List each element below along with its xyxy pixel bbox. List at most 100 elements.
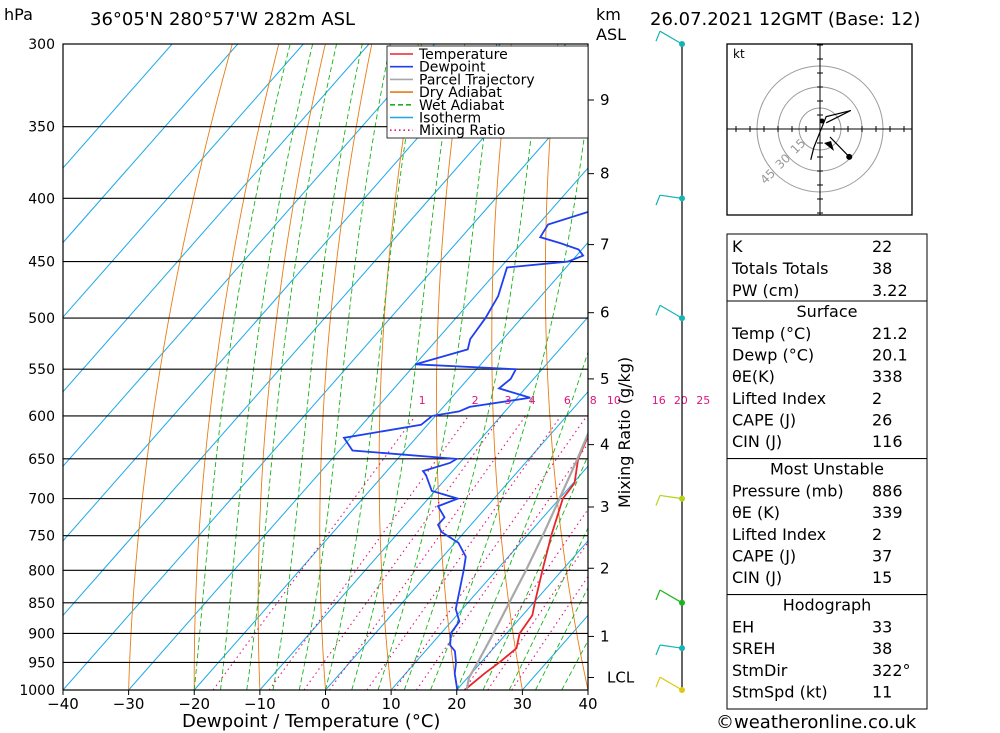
mixing-ratio-line xyxy=(511,575,588,690)
storm-motion-vector xyxy=(829,136,850,158)
isotherm-line xyxy=(259,316,588,690)
surface-row-label: Lifted Index xyxy=(732,389,826,408)
storm-arrowhead xyxy=(824,141,834,151)
wind-barb-shaft xyxy=(659,304,683,319)
mixing-ratio-label: 4 xyxy=(529,394,536,407)
pressure-tick-label: 450 xyxy=(28,255,55,271)
pressure-unit-label: hPa xyxy=(4,5,33,24)
pressure-tick-label: 900 xyxy=(28,626,55,642)
mixing-ratio-label: 20 xyxy=(674,394,688,407)
temperature-tick-label: 20 xyxy=(447,695,466,713)
date-title: 26.07.2021 12GMT (Base: 12) xyxy=(650,9,920,30)
height-tick-label: 5 xyxy=(600,370,610,388)
k-index-label: K xyxy=(732,237,743,256)
parcel-trajectory-line xyxy=(465,431,588,690)
x-axis-title: Dewpoint / Temperature (°C) xyxy=(182,711,440,732)
isotherm-line xyxy=(63,92,588,690)
surface-row-value: 26 xyxy=(872,410,892,429)
surface-title: Surface xyxy=(797,302,858,321)
surface-row-label: CAPE (J) xyxy=(732,410,796,429)
indices-box xyxy=(726,233,928,302)
height-tick-label: 4 xyxy=(600,436,610,454)
totals-totals-value: 38 xyxy=(872,259,892,278)
wind-barb-shaft xyxy=(659,494,683,500)
wet-adiabat-line xyxy=(508,527,588,690)
dry-adiabat-line xyxy=(193,44,280,690)
mixing-ratio-label: 6 xyxy=(564,394,571,407)
temperature-tick-label: −10 xyxy=(244,695,276,713)
wind-barb-flag xyxy=(655,589,661,601)
totals-totals-label: Totals Totals xyxy=(731,259,829,278)
wet-adiabat-line xyxy=(535,586,588,690)
isotherm-line xyxy=(63,44,239,244)
isobar-lines xyxy=(63,43,588,691)
legend-label: Wet Adiabat xyxy=(419,98,505,114)
dry-adiabat-line xyxy=(257,44,326,690)
hodograph-stats-row-label: SREH xyxy=(732,639,775,658)
pressure-tick-label: 600 xyxy=(28,409,55,425)
pressure-tick-label: 850 xyxy=(28,596,55,612)
isotherm-line xyxy=(63,44,173,169)
dry-adiabat-line xyxy=(928,26,1000,690)
dry-adiabat-line xyxy=(974,26,1000,690)
pressure-tick-label: 650 xyxy=(28,452,55,468)
axis-tick-labels: 3003504004505005506006507007508008509009… xyxy=(19,37,597,713)
surface-row-label: Temp (°C) xyxy=(731,324,811,343)
wind-barb-flag xyxy=(655,644,661,656)
dry-adiabat-line xyxy=(544,44,588,690)
temperature-tick-label: −30 xyxy=(113,695,145,713)
most-unstable-row-value: 886 xyxy=(872,482,903,501)
most-unstable-row-label: CIN (J) xyxy=(732,568,782,587)
wind-barb-shaft xyxy=(659,30,683,45)
temperature-line xyxy=(464,434,588,690)
legend-label: Isotherm xyxy=(419,111,481,127)
height-tick-label: 6 xyxy=(600,304,610,322)
dry-adiabat-line xyxy=(435,44,466,690)
height-tick-label: 9 xyxy=(600,91,610,109)
dry-adiabat-line xyxy=(648,26,720,690)
height-tick-label: 3 xyxy=(600,498,610,516)
wind-barb-flag xyxy=(655,30,661,42)
most-unstable-row-label: θE (K) xyxy=(732,503,780,522)
wet-adiabat-line xyxy=(298,44,391,690)
wind-barb-shaft xyxy=(659,644,683,649)
mixing-ratio-labels: 1 2 3 4 6 8 10 16 20 25 xyxy=(419,394,711,407)
surface-box xyxy=(726,300,928,460)
temperature-tick-label: 40 xyxy=(578,695,597,713)
wind-barb-flag xyxy=(655,495,661,506)
pressure-tick-label: 800 xyxy=(28,563,55,579)
wet-adiabat-line xyxy=(482,454,588,690)
dewpoint-line xyxy=(342,210,588,690)
wet-adiabat-line xyxy=(193,44,291,690)
wind-barb-flag xyxy=(655,676,661,688)
mixing-ratio-line xyxy=(212,415,416,690)
legend-box xyxy=(386,45,589,139)
wet-adiabat-line xyxy=(246,44,338,690)
height-tick-label: 2 xyxy=(600,559,610,577)
pressure-tick-label: 950 xyxy=(28,655,55,671)
most-unstable-row-value: 15 xyxy=(872,568,892,587)
wind-profile xyxy=(655,30,685,693)
surface-row-label: CIN (J) xyxy=(732,432,782,451)
isotherm-line xyxy=(128,167,588,690)
mixing-ratio-label: 3 xyxy=(504,394,511,407)
pressure-tick-label: 750 xyxy=(28,529,55,545)
dry-adiabat-line xyxy=(491,44,523,690)
most-unstable-row-value: 2 xyxy=(872,525,882,544)
surface-row-value: 338 xyxy=(872,367,903,386)
mixing-ratio-label: 10 xyxy=(607,394,621,407)
dry-adiabat-line xyxy=(319,44,373,690)
mixing-ratio-label: 2 xyxy=(472,394,479,407)
hodograph-stats-row-label: StmSpd (kt) xyxy=(732,682,828,701)
hodograph-trace xyxy=(810,109,852,160)
temperature-tick-label: 0 xyxy=(321,695,331,713)
profile-lines xyxy=(342,210,588,690)
temperature-tick-label: −20 xyxy=(178,695,210,713)
mixing-ratio-label: 1 xyxy=(419,394,426,407)
hodograph-point xyxy=(819,118,825,124)
height-unit-label-2: ASL xyxy=(596,25,626,44)
most-unstable-row-label: CAPE (J) xyxy=(732,546,796,565)
wet-adiabat-line xyxy=(272,44,363,690)
temperature-tick-label: 30 xyxy=(513,695,532,713)
